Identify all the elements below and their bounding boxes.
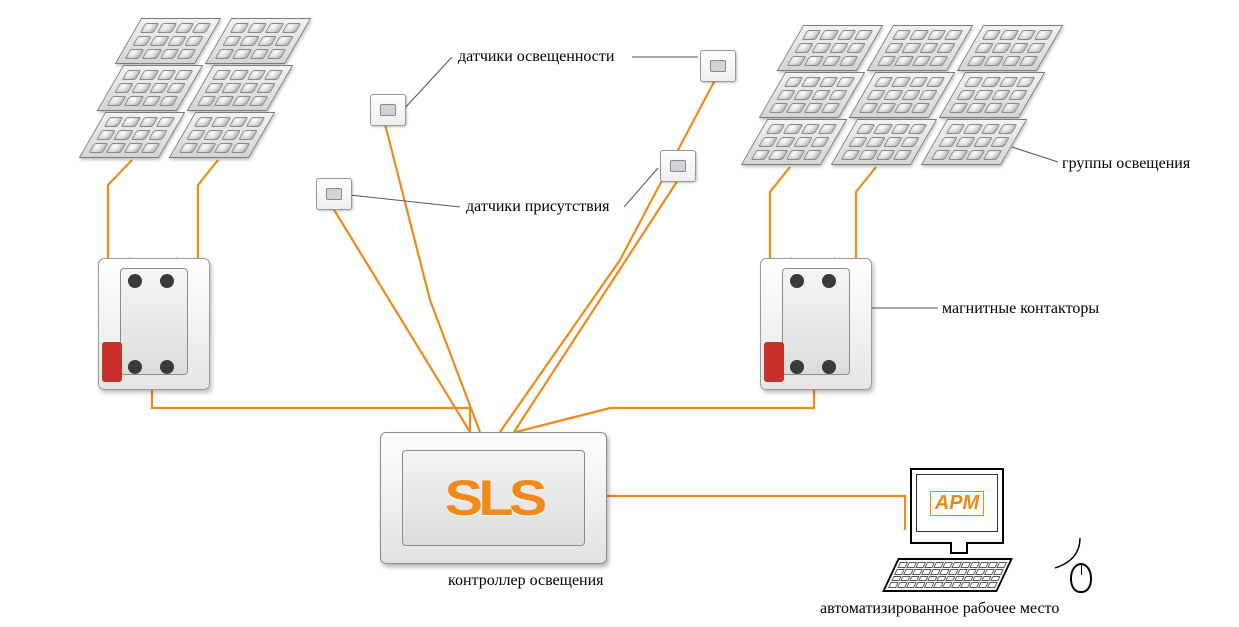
callout-line bbox=[1012, 147, 1058, 162]
keyboard-icon bbox=[882, 558, 1013, 592]
label-workstation: автоматизированное рабочее место bbox=[820, 600, 1059, 618]
wire bbox=[385, 124, 480, 432]
led-panel bbox=[862, 72, 942, 118]
monitor-icon: АРМ bbox=[910, 468, 1004, 544]
led-panel bbox=[772, 72, 852, 118]
led-panel bbox=[952, 72, 1032, 118]
led-panel bbox=[110, 65, 190, 111]
led-panel bbox=[182, 112, 262, 158]
callout-line bbox=[404, 57, 452, 109]
wire bbox=[152, 388, 470, 432]
controller-logo: SLS bbox=[444, 469, 542, 527]
label-controller: контроллер освещения bbox=[448, 572, 604, 590]
led-panel bbox=[934, 119, 1014, 165]
light-sensor-left bbox=[370, 94, 406, 126]
label-light-sensors: датчики освещенности bbox=[458, 48, 614, 66]
presence-sensor-left bbox=[316, 178, 352, 210]
led-panel bbox=[970, 25, 1050, 71]
wire bbox=[333, 208, 470, 432]
presence-sensor-right bbox=[660, 150, 696, 182]
led-panel bbox=[200, 65, 280, 111]
led-panel bbox=[218, 18, 298, 64]
wire bbox=[514, 180, 678, 432]
mouse-icon bbox=[1070, 563, 1092, 593]
lighting-controller: SLS bbox=[380, 432, 605, 562]
contactor-right bbox=[760, 258, 870, 388]
wire bbox=[606, 496, 905, 530]
led-panel bbox=[754, 119, 834, 165]
led-panel bbox=[128, 18, 208, 64]
led-panel bbox=[790, 25, 870, 71]
led-panel bbox=[880, 25, 960, 71]
callout-line bbox=[350, 195, 460, 207]
contactor-left bbox=[98, 258, 208, 388]
label-presence-sensors: датчики присутствия bbox=[466, 198, 610, 216]
diagram-stage: { "canvas": { "width": 1239, "height": 6… bbox=[0, 0, 1239, 627]
screen-text: АРМ bbox=[930, 491, 984, 516]
label-light-groups: группы освещения bbox=[1062, 155, 1190, 173]
led-panel bbox=[92, 112, 172, 158]
callout-line bbox=[624, 168, 658, 207]
wire bbox=[516, 388, 814, 432]
wire bbox=[500, 80, 715, 432]
label-contactors: магнитные контакторы bbox=[942, 300, 1099, 318]
light-sensor-right bbox=[700, 50, 736, 82]
led-panel bbox=[844, 119, 924, 165]
